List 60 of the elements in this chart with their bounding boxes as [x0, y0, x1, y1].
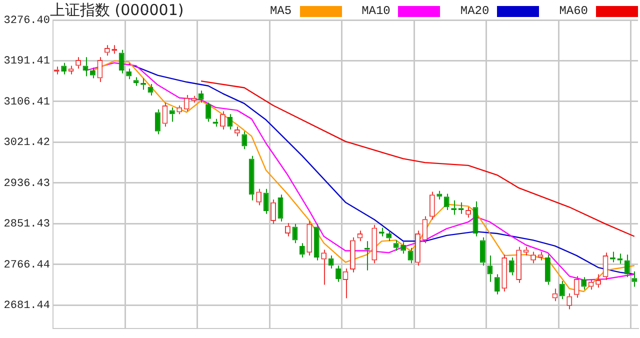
y-tick-label: 2851.43 [4, 218, 50, 231]
candlestick [198, 90, 204, 104]
candlestick [508, 256, 514, 276]
y-tick-label: 2936.43 [4, 178, 50, 190]
candlestick [263, 188, 269, 214]
candlestick [574, 276, 580, 298]
candlestick [538, 251, 544, 261]
candlestick [336, 265, 341, 282]
legend-label: MA5 [270, 4, 292, 18]
candlestick [545, 254, 550, 286]
y-tick-label: 2766.44 [4, 259, 50, 272]
candlestick [270, 198, 276, 224]
candlestick [155, 108, 160, 135]
candlestick [126, 68, 132, 80]
candlestick [162, 102, 168, 128]
candlestick [429, 191, 435, 220]
y-tick-label: 2681.44 [4, 300, 50, 312]
candlestick [256, 188, 262, 206]
candlestick [68, 65, 74, 75]
legend-label: MA60 [559, 4, 588, 18]
chart-title: 上证指数 (000001) [50, 1, 184, 20]
candlestick [444, 193, 450, 211]
y-tick-label: 3021.42 [4, 137, 50, 150]
candlestick [220, 110, 226, 130]
candlestick [248, 155, 254, 201]
candlestick [393, 240, 399, 252]
candlestick [242, 130, 248, 150]
candlestick [422, 216, 428, 244]
candlestick [588, 278, 594, 290]
candlestick [184, 94, 190, 112]
legend-label: MA10 [362, 4, 390, 18]
candlestick [82, 56, 88, 77]
candlestick [487, 255, 493, 282]
y-tick-label: 3276.40 [4, 14, 50, 27]
candlestick [227, 114, 233, 130]
candlestick [176, 105, 182, 115]
candlestick [632, 270, 638, 288]
y-tick-label: 3191.41 [4, 56, 50, 68]
candlestick [552, 288, 558, 302]
legend-label: MA20 [460, 4, 490, 18]
candlestick [494, 274, 500, 295]
candlestick [133, 76, 139, 86]
candlestick [502, 254, 508, 292]
candlestick [314, 223, 320, 261]
candlestick [118, 49, 124, 74]
candlestick [306, 220, 312, 256]
candlestick [559, 280, 565, 300]
candlestick [386, 230, 392, 242]
candlestick [350, 236, 356, 273]
candlestick [624, 254, 630, 278]
candlestick [97, 56, 103, 83]
candlestick [328, 255, 334, 269]
candlestick [415, 230, 420, 266]
candlestick [292, 223, 298, 244]
candlestick [206, 102, 211, 122]
y-tick-label: 3106.41 [4, 96, 50, 108]
candlestick [436, 190, 442, 200]
candlestick [516, 246, 522, 284]
candlestick [566, 292, 572, 310]
candlestick [480, 236, 486, 266]
